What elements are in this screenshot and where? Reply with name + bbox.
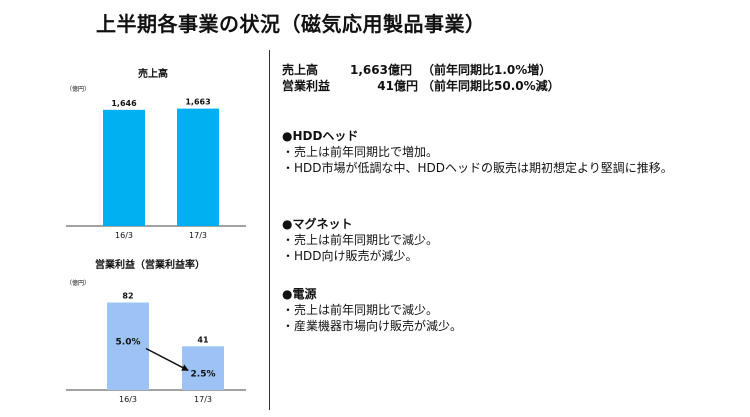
summary-note: （前年同期比50.0%減） (422, 79, 560, 93)
list-item: ・HDD市場が低調な中、HDDヘッドの販売は期初想定より堅調に推移。 (282, 161, 673, 175)
summary-value: 41億円 (377, 79, 418, 93)
section-heading: ●電源 (282, 287, 317, 301)
bar-value-label: 82 (122, 292, 133, 301)
margin-label: 5.0% (116, 338, 141, 348)
x-tick-label: 17/3 (189, 231, 207, 240)
bar (182, 346, 224, 390)
list-item: ・産業機器市場向け販売が減少。 (282, 319, 463, 333)
summary-label: 売上高 (282, 63, 319, 77)
section-magnet: ●マグネット ・売上は前年同期比で減少。 ・HDD向け販売が減少。 (282, 216, 702, 264)
x-tick-label: 17/3 (194, 395, 212, 404)
summary-label: 営業利益 (282, 79, 331, 93)
profit-chart: 82 16/3 41 17/3 5.0% 2.5% (66, 292, 246, 404)
summary-row-profit: 営業利益 41億円 （前年同期比50.0%減） (282, 78, 560, 94)
summary-row-sales: 売上高 1,663億円 （前年同期比1.0%増） (282, 62, 560, 78)
summary-block: 売上高 1,663億円 （前年同期比1.0%増） 営業利益 41億円 （前年同期… (282, 62, 560, 94)
margin-label: 2.5% (191, 369, 216, 379)
profit-chart-unit: （億円） (66, 280, 91, 287)
page-title: 上半期各事業の状況（磁気応用製品事業） (96, 12, 486, 36)
trend-arrow (145, 347, 189, 371)
summary-value: 1,663億円 (350, 63, 412, 77)
bar-value-label: 1,646 (111, 99, 137, 108)
sales-chart-title: 売上高 (138, 69, 168, 80)
bar-value-label: 1,663 (185, 98, 210, 107)
profit-chart-title: 営業利益（営業利益率） (95, 260, 205, 271)
list-item: ・売上は前年同期比で減少。 (282, 233, 439, 247)
sales-chart-unit: （億円） (66, 86, 91, 93)
section-heading: ●HDDヘッド (282, 129, 359, 143)
section-hdd-head: ●HDDヘッド ・売上は前年同期比で増加。 ・HDD市場が低調な中、HDDヘッド… (282, 128, 702, 176)
list-item: ・売上は前年同期比で減少。 (282, 303, 439, 317)
bar (103, 109, 145, 226)
bar (107, 302, 149, 390)
x-tick-label: 16/3 (119, 395, 137, 404)
vertical-divider (269, 50, 270, 410)
sales-chart: 1,646 16/3 1,663 17/3 (66, 98, 246, 240)
section-heading: ●マグネット (282, 217, 353, 231)
summary-note: （前年同期比1.0%増） (422, 63, 552, 77)
list-item: ・売上は前年同期比で増加。 (282, 145, 439, 159)
x-tick-label: 16/3 (115, 231, 133, 240)
bar-value-label: 41 (197, 335, 209, 344)
list-item: ・HDD向け販売が減少。 (282, 249, 418, 263)
section-power-supply: ●電源 ・売上は前年同期比で減少。 ・産業機器市場向け販売が減少。 (282, 286, 702, 334)
bar (177, 108, 219, 226)
